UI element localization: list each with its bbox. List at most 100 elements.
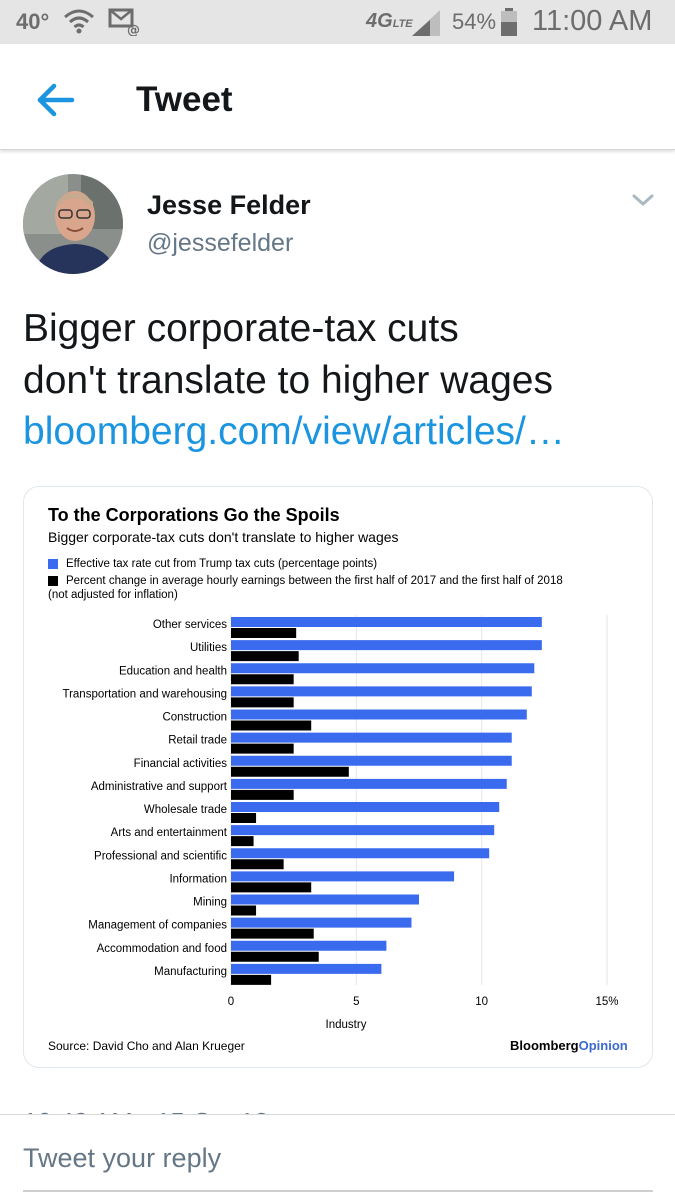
network-type-text: 4GLTE — [366, 10, 413, 33]
bar-earnings-change — [231, 720, 312, 731]
reply-bar: Tweet your reply — [0, 1114, 675, 1200]
battery-percent-text: 54% — [452, 9, 497, 34]
legend-label: Effective tax rate cut from Trump tax cu… — [66, 558, 378, 570]
bar-earnings-change — [231, 743, 294, 754]
bar-earnings-change — [231, 928, 314, 939]
network-label: 4G — [366, 10, 393, 32]
category-label: Administrative and support — [91, 781, 228, 793]
bar-earnings-change — [231, 951, 319, 962]
chevron-down-icon — [632, 194, 654, 206]
tweet-text: Bigger corporate-tax cuts don't translat… — [23, 303, 653, 407]
bar-tax-rate-cut — [231, 686, 532, 697]
legend-label: Percent change in average hourly earning… — [66, 574, 563, 588]
mail-notification-icon: @ — [108, 6, 140, 41]
svg-text:@: @ — [127, 23, 140, 36]
bar-earnings-change — [231, 859, 284, 870]
bar-tax-rate-cut — [231, 940, 387, 951]
bar-tax-rate-cut — [231, 709, 527, 720]
x-tick-label: 15% — [595, 996, 618, 1008]
bar-earnings-change — [231, 628, 297, 638]
author-name[interactable]: Jesse Felder — [147, 190, 311, 220]
bar-earnings-change — [231, 766, 349, 777]
category-label: Wholesale trade — [144, 804, 227, 816]
x-axis-label: Industry — [326, 1019, 367, 1031]
chart-image-card[interactable]: To the Corporations Go the Spoils Bigger… — [23, 486, 653, 1068]
legend-label-note: (not adjusted for inflation) — [48, 589, 178, 601]
bar-tax-rate-cut — [231, 617, 542, 627]
x-tick-label: 5 — [353, 996, 359, 1008]
bar-tax-rate-cut — [231, 825, 495, 836]
legend-item-earnings: Percent change in average hourly earning… — [48, 574, 563, 588]
bar-earnings-change — [231, 651, 299, 662]
bar-tax-rate-cut — [231, 663, 535, 674]
avatar[interactable] — [23, 174, 123, 274]
bar-tax-rate-cut — [231, 894, 419, 905]
bloomberg-opinion-logo: BloombergOpinion — [510, 1038, 628, 1053]
back-button[interactable] — [30, 74, 82, 126]
app-bar: Tweet — [0, 44, 675, 150]
legend-item-tax-rate: Effective tax rate cut from Trump tax cu… — [48, 557, 377, 571]
category-label: Professional and scientific — [94, 850, 227, 862]
category-label: Education and health — [119, 665, 227, 677]
bar-earnings-change — [231, 789, 294, 800]
category-label: Accommodation and food — [97, 943, 227, 955]
bar-tax-rate-cut — [231, 848, 490, 859]
arrow-left-icon — [37, 83, 75, 117]
brand-accent: Opinion — [578, 1038, 628, 1053]
bar-earnings-change — [231, 974, 272, 985]
legend-swatch-blue — [48, 559, 58, 569]
reply-input[interactable]: Tweet your reply — [23, 1143, 222, 1173]
bar-earnings-change — [231, 674, 294, 685]
author-handle[interactable]: @jessefelder — [147, 229, 294, 257]
clock-text: 11:00 AM — [532, 5, 653, 37]
bar-earnings-change — [231, 882, 312, 893]
chart-source: Source: David Cho and Alan Krueger — [48, 1039, 245, 1053]
tweet-text-line: don't translate to higher wages — [23, 359, 553, 402]
bar-earnings-change — [231, 905, 257, 916]
category-label: Utilities — [190, 642, 227, 654]
tweet-options-button[interactable] — [628, 188, 658, 214]
bar-tax-rate-cut — [231, 917, 412, 928]
chart-title: To the Corporations Go the Spoils — [48, 505, 340, 525]
bar-earnings-change — [231, 697, 294, 708]
category-label: Financial activities — [134, 758, 228, 770]
category-label: Mining — [193, 897, 227, 909]
bar-chart: 0 5 10 15% Other services Utilities Education … — [62, 615, 619, 1031]
category-label: Information — [169, 873, 227, 885]
category-label: Arts and entertainment — [111, 827, 228, 839]
legend-item-earnings-note: (not adjusted for inflation) — [48, 588, 178, 602]
reply-input-underline — [23, 1190, 653, 1192]
wifi-icon — [62, 6, 96, 41]
legend-label-line: Percent change in average hourly earning… — [66, 575, 563, 587]
brand-bold: Bloomberg — [510, 1038, 579, 1053]
category-label: Manufacturing — [154, 966, 227, 978]
bar-tax-rate-cut — [231, 778, 507, 789]
bar-tax-rate-cut — [231, 732, 512, 743]
status-bar: 40° @ 4GLTE 54% 11:00 AM — [0, 0, 675, 44]
avatar-photo — [23, 174, 123, 274]
category-label: Construction — [162, 712, 227, 724]
tweet-text-line: Bigger corporate-tax cuts — [23, 307, 459, 350]
category-label: Retail trade — [168, 735, 227, 747]
temperature-text: 40° — [16, 9, 50, 34]
bar-earnings-change — [231, 836, 254, 847]
bar-tax-rate-cut — [231, 755, 512, 766]
bar-tax-rate-cut — [231, 871, 455, 882]
legend-swatch-black — [48, 576, 58, 586]
bar-earnings-change — [231, 813, 257, 823]
category-label: Other services — [153, 619, 227, 631]
category-label: Transportation and warehousing — [62, 688, 227, 700]
battery-icon — [500, 7, 518, 42]
x-tick-label: 10 — [475, 996, 488, 1008]
bar-tax-rate-cut — [231, 963, 382, 974]
bar-tax-rate-cut — [231, 640, 542, 651]
network-sub-label: LTE — [392, 18, 413, 30]
x-tick-label: 0 — [228, 996, 234, 1008]
article-link[interactable]: bloomberg.com/view/articles/… — [23, 410, 565, 453]
bar-tax-rate-cut — [231, 802, 500, 812]
signal-strength-icon — [410, 8, 442, 43]
page-title: Tweet — [136, 80, 233, 119]
category-label: Management of companies — [88, 920, 227, 932]
tweet-timestamp: 10:43 AM - 15 Oct 18 — [23, 1102, 269, 1116]
chart-subtitle: Bigger corporate-tax cuts don't translat… — [48, 529, 399, 545]
